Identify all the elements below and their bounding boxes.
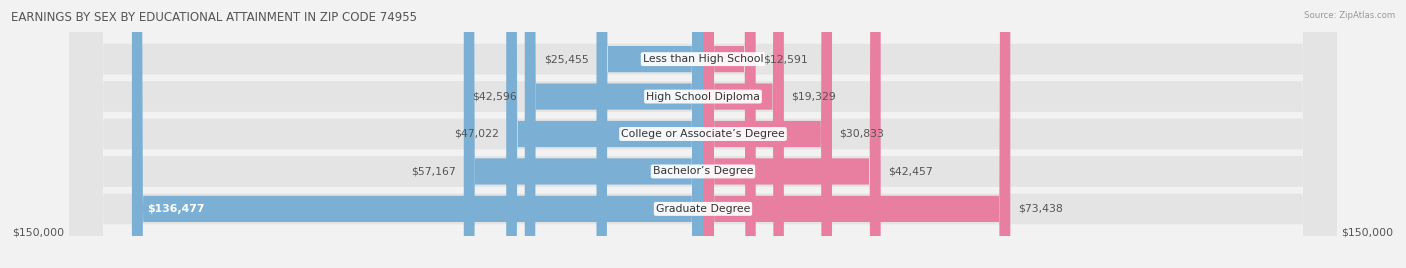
- Text: $150,000: $150,000: [1341, 227, 1393, 237]
- FancyBboxPatch shape: [703, 0, 755, 268]
- Text: Less than High School: Less than High School: [643, 54, 763, 64]
- Text: College or Associate’s Degree: College or Associate’s Degree: [621, 129, 785, 139]
- Text: $19,329: $19,329: [792, 92, 837, 102]
- Text: $42,457: $42,457: [889, 166, 934, 176]
- Text: EARNINGS BY SEX BY EDUCATIONAL ATTAINMENT IN ZIP CODE 74955: EARNINGS BY SEX BY EDUCATIONAL ATTAINMEN…: [11, 11, 418, 24]
- FancyBboxPatch shape: [703, 0, 1011, 268]
- Text: $57,167: $57,167: [412, 166, 457, 176]
- Text: $47,022: $47,022: [454, 129, 499, 139]
- FancyBboxPatch shape: [506, 0, 703, 268]
- Text: Bachelor’s Degree: Bachelor’s Degree: [652, 166, 754, 176]
- Text: $73,438: $73,438: [1018, 204, 1063, 214]
- FancyBboxPatch shape: [596, 0, 703, 268]
- Text: $25,455: $25,455: [544, 54, 589, 64]
- Text: Source: ZipAtlas.com: Source: ZipAtlas.com: [1303, 11, 1395, 20]
- Text: $136,477: $136,477: [148, 204, 205, 214]
- FancyBboxPatch shape: [703, 0, 880, 268]
- FancyBboxPatch shape: [69, 0, 1337, 268]
- Text: $42,596: $42,596: [472, 92, 517, 102]
- Text: $30,833: $30,833: [839, 129, 884, 139]
- FancyBboxPatch shape: [132, 0, 703, 268]
- FancyBboxPatch shape: [69, 0, 1337, 268]
- FancyBboxPatch shape: [703, 0, 832, 268]
- Text: Graduate Degree: Graduate Degree: [655, 204, 751, 214]
- Text: $12,591: $12,591: [763, 54, 808, 64]
- FancyBboxPatch shape: [464, 0, 703, 268]
- FancyBboxPatch shape: [69, 0, 1337, 268]
- Text: High School Diploma: High School Diploma: [647, 92, 759, 102]
- FancyBboxPatch shape: [524, 0, 703, 268]
- FancyBboxPatch shape: [69, 0, 1337, 268]
- FancyBboxPatch shape: [69, 0, 1337, 268]
- Text: $150,000: $150,000: [13, 227, 65, 237]
- FancyBboxPatch shape: [703, 0, 785, 268]
